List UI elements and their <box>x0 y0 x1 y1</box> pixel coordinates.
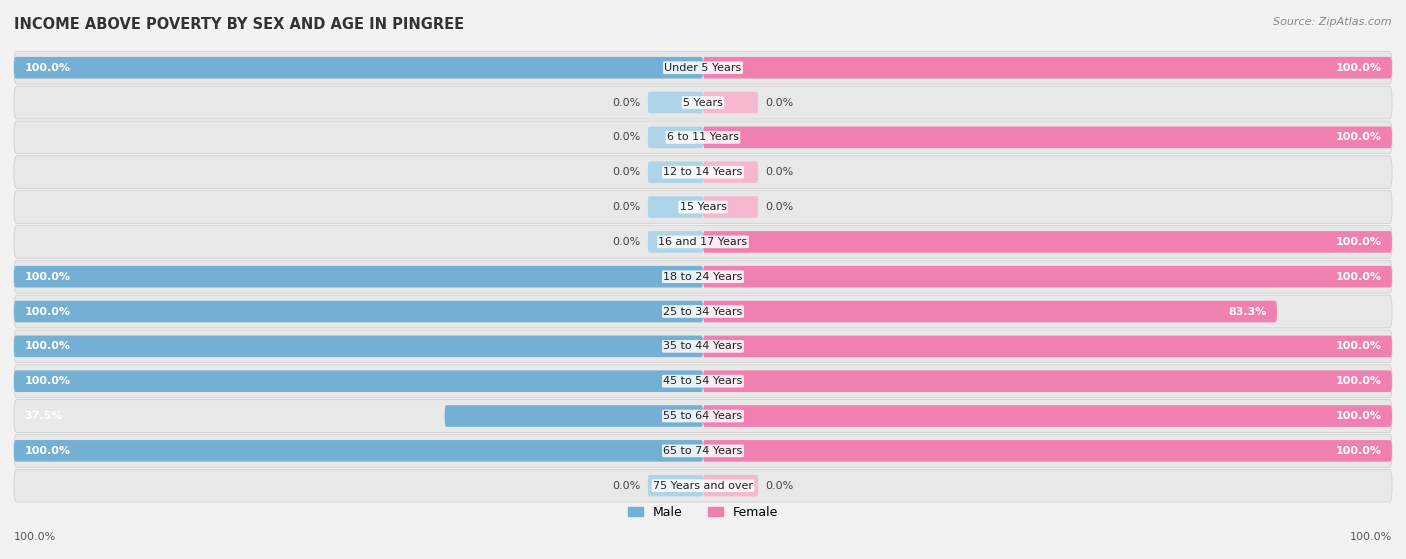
FancyBboxPatch shape <box>14 434 1392 467</box>
FancyBboxPatch shape <box>14 51 1392 84</box>
FancyBboxPatch shape <box>703 440 1392 462</box>
FancyBboxPatch shape <box>14 295 1392 328</box>
Text: 100.0%: 100.0% <box>1336 237 1382 247</box>
Text: 0.0%: 0.0% <box>613 237 641 247</box>
Text: 0.0%: 0.0% <box>613 167 641 177</box>
Text: Source: ZipAtlas.com: Source: ZipAtlas.com <box>1274 17 1392 27</box>
FancyBboxPatch shape <box>14 191 1392 224</box>
FancyBboxPatch shape <box>14 86 1392 119</box>
Text: 100.0%: 100.0% <box>24 376 70 386</box>
FancyBboxPatch shape <box>703 266 1392 287</box>
Text: 100.0%: 100.0% <box>1336 342 1382 352</box>
FancyBboxPatch shape <box>703 57 1392 78</box>
Text: Under 5 Years: Under 5 Years <box>665 63 741 73</box>
Text: 100.0%: 100.0% <box>24 342 70 352</box>
FancyBboxPatch shape <box>648 92 703 113</box>
FancyBboxPatch shape <box>14 335 703 357</box>
Text: 5 Years: 5 Years <box>683 98 723 107</box>
Text: INCOME ABOVE POVERTY BY SEX AND AGE IN PINGREE: INCOME ABOVE POVERTY BY SEX AND AGE IN P… <box>14 17 464 32</box>
Text: 100.0%: 100.0% <box>1336 63 1382 73</box>
Legend: Male, Female: Male, Female <box>623 501 783 524</box>
FancyBboxPatch shape <box>444 405 703 427</box>
FancyBboxPatch shape <box>648 475 703 496</box>
Text: 83.3%: 83.3% <box>1229 306 1267 316</box>
Text: 65 to 74 Years: 65 to 74 Years <box>664 446 742 456</box>
FancyBboxPatch shape <box>703 371 1392 392</box>
Text: 0.0%: 0.0% <box>613 202 641 212</box>
FancyBboxPatch shape <box>14 266 703 287</box>
Text: 100.0%: 100.0% <box>1350 532 1392 542</box>
Text: 100.0%: 100.0% <box>1336 446 1382 456</box>
Text: 100.0%: 100.0% <box>24 272 70 282</box>
FancyBboxPatch shape <box>14 121 1392 154</box>
Text: 15 Years: 15 Years <box>679 202 727 212</box>
FancyBboxPatch shape <box>14 440 703 462</box>
FancyBboxPatch shape <box>14 400 1392 433</box>
FancyBboxPatch shape <box>703 405 1392 427</box>
FancyBboxPatch shape <box>14 371 703 392</box>
FancyBboxPatch shape <box>703 126 1392 148</box>
FancyBboxPatch shape <box>14 225 1392 258</box>
Text: 100.0%: 100.0% <box>1336 376 1382 386</box>
Text: 45 to 54 Years: 45 to 54 Years <box>664 376 742 386</box>
Text: 75 Years and over: 75 Years and over <box>652 481 754 491</box>
FancyBboxPatch shape <box>14 330 1392 363</box>
FancyBboxPatch shape <box>14 365 1392 397</box>
Text: 0.0%: 0.0% <box>765 202 793 212</box>
FancyBboxPatch shape <box>14 156 1392 188</box>
Text: 25 to 34 Years: 25 to 34 Years <box>664 306 742 316</box>
Text: 35 to 44 Years: 35 to 44 Years <box>664 342 742 352</box>
Text: 0.0%: 0.0% <box>765 481 793 491</box>
FancyBboxPatch shape <box>14 260 1392 293</box>
FancyBboxPatch shape <box>703 475 758 496</box>
FancyBboxPatch shape <box>14 57 703 78</box>
Text: 100.0%: 100.0% <box>1336 272 1382 282</box>
Text: 37.5%: 37.5% <box>24 411 63 421</box>
Text: 100.0%: 100.0% <box>1336 411 1382 421</box>
Text: 100.0%: 100.0% <box>14 532 56 542</box>
Text: 0.0%: 0.0% <box>613 98 641 107</box>
FancyBboxPatch shape <box>703 231 1392 253</box>
FancyBboxPatch shape <box>703 162 758 183</box>
FancyBboxPatch shape <box>703 301 1277 323</box>
Text: 55 to 64 Years: 55 to 64 Years <box>664 411 742 421</box>
FancyBboxPatch shape <box>14 301 703 323</box>
FancyBboxPatch shape <box>703 335 1392 357</box>
FancyBboxPatch shape <box>14 470 1392 502</box>
Text: 100.0%: 100.0% <box>24 446 70 456</box>
Text: 0.0%: 0.0% <box>765 98 793 107</box>
Text: 0.0%: 0.0% <box>613 132 641 143</box>
Text: 18 to 24 Years: 18 to 24 Years <box>664 272 742 282</box>
Text: 0.0%: 0.0% <box>613 481 641 491</box>
Text: 6 to 11 Years: 6 to 11 Years <box>666 132 740 143</box>
FancyBboxPatch shape <box>648 162 703 183</box>
Text: 100.0%: 100.0% <box>24 306 70 316</box>
Text: 0.0%: 0.0% <box>765 167 793 177</box>
FancyBboxPatch shape <box>648 231 703 253</box>
Text: 100.0%: 100.0% <box>1336 132 1382 143</box>
Text: 100.0%: 100.0% <box>24 63 70 73</box>
Text: 16 and 17 Years: 16 and 17 Years <box>658 237 748 247</box>
Text: 12 to 14 Years: 12 to 14 Years <box>664 167 742 177</box>
FancyBboxPatch shape <box>648 126 703 148</box>
FancyBboxPatch shape <box>648 196 703 218</box>
FancyBboxPatch shape <box>703 92 758 113</box>
FancyBboxPatch shape <box>703 196 758 218</box>
